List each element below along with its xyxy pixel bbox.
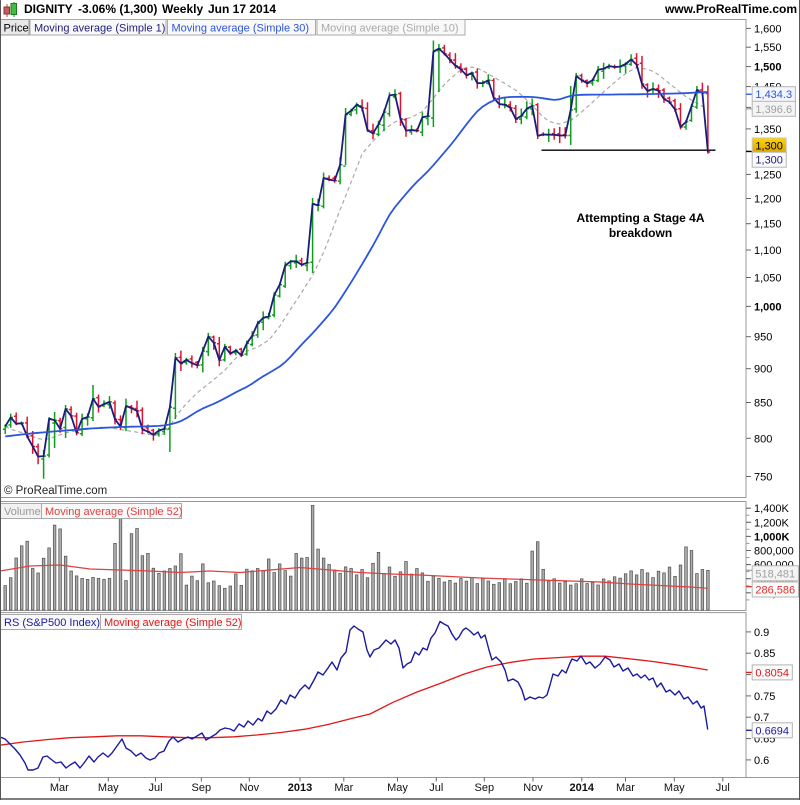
svg-text:Jul: Jul	[429, 782, 443, 794]
svg-text:1,434.3: 1,434.3	[755, 89, 792, 101]
svg-text:518,481: 518,481	[755, 568, 795, 580]
svg-text:1,600: 1,600	[754, 23, 782, 35]
svg-text:1,000: 1,000	[754, 301, 782, 313]
svg-text:Sep: Sep	[192, 782, 212, 794]
svg-text:DIGNITY: DIGNITY	[24, 2, 73, 16]
svg-text:Moving average (Simple 1): Moving average (Simple 1)	[34, 23, 165, 35]
svg-text:1,500: 1,500	[754, 62, 782, 74]
svg-text:1,000K: 1,000K	[754, 531, 790, 543]
svg-text:May: May	[664, 782, 685, 794]
svg-text:1,150: 1,150	[754, 219, 782, 231]
svg-text:0.6: 0.6	[754, 755, 769, 767]
svg-text:Volume: Volume	[4, 506, 41, 518]
svg-text:1,200: 1,200	[754, 194, 782, 206]
svg-text:1,250: 1,250	[754, 169, 782, 181]
svg-text:1,550: 1,550	[754, 42, 782, 54]
svg-text:May: May	[98, 782, 119, 794]
svg-text:Nov: Nov	[523, 782, 543, 794]
svg-text:850: 850	[754, 398, 772, 410]
svg-text:Attempting a Stage 4A: Attempting a Stage 4A	[576, 211, 704, 225]
svg-text:0.6694: 0.6694	[755, 725, 789, 737]
svg-text:1,350: 1,350	[754, 124, 782, 136]
svg-text:0.85: 0.85	[754, 648, 775, 660]
svg-text:Moving average (Simple 10): Moving average (Simple 10)	[321, 23, 459, 35]
svg-text:1,200K: 1,200K	[754, 517, 790, 529]
svg-text:0.7: 0.7	[754, 712, 769, 724]
svg-text:Jun 17 2014: Jun 17 2014	[208, 2, 276, 16]
svg-text:RS (S&P500 Index): RS (S&P500 Index)	[4, 617, 100, 629]
svg-text:286,586: 286,586	[755, 585, 795, 597]
svg-text:1,300: 1,300	[755, 140, 783, 152]
svg-text:0.8054: 0.8054	[755, 667, 789, 679]
svg-text:2014: 2014	[570, 782, 595, 794]
svg-text:Weekly: Weekly	[162, 2, 203, 16]
svg-text:Moving average (Simple 52): Moving average (Simple 52)	[104, 617, 242, 629]
svg-text:Nov: Nov	[240, 782, 260, 794]
svg-text:Jul: Jul	[716, 782, 730, 794]
svg-text:800: 800	[754, 433, 772, 445]
svg-text:Mar: Mar	[616, 782, 635, 794]
svg-text:800,000: 800,000	[754, 546, 794, 558]
svg-text:1,050: 1,050	[754, 273, 782, 285]
svg-text:1,300: 1,300	[755, 155, 783, 167]
svg-text:900: 900	[754, 364, 772, 376]
svg-text:Moving average (Simple 52): Moving average (Simple 52)	[45, 506, 183, 518]
svg-text:1,396.6: 1,396.6	[755, 104, 792, 116]
svg-text:1,400K: 1,400K	[754, 503, 790, 515]
svg-text:2013: 2013	[288, 782, 312, 794]
svg-text:Jul: Jul	[148, 782, 162, 794]
svg-text:950: 950	[754, 332, 772, 344]
svg-text:May: May	[387, 782, 408, 794]
svg-text:Mar: Mar	[50, 782, 69, 794]
svg-text:0.75: 0.75	[754, 691, 775, 703]
svg-text:750: 750	[754, 472, 772, 484]
svg-text:0.9: 0.9	[754, 627, 769, 639]
svg-text:1,100: 1,100	[754, 245, 782, 257]
svg-text:Price: Price	[4, 23, 29, 35]
svg-text:-3.06% (1,300): -3.06% (1,300)	[78, 2, 157, 16]
svg-text:breakdown: breakdown	[609, 226, 672, 240]
svg-text:Moving average (Simple 30): Moving average (Simple 30)	[172, 23, 310, 35]
svg-text:Mar: Mar	[334, 782, 353, 794]
svg-text:Sep: Sep	[475, 782, 495, 794]
svg-text:www.ProRealTime.com: www.ProRealTime.com	[664, 2, 797, 16]
svg-text:© ProRealTime.com: © ProRealTime.com	[4, 485, 107, 497]
